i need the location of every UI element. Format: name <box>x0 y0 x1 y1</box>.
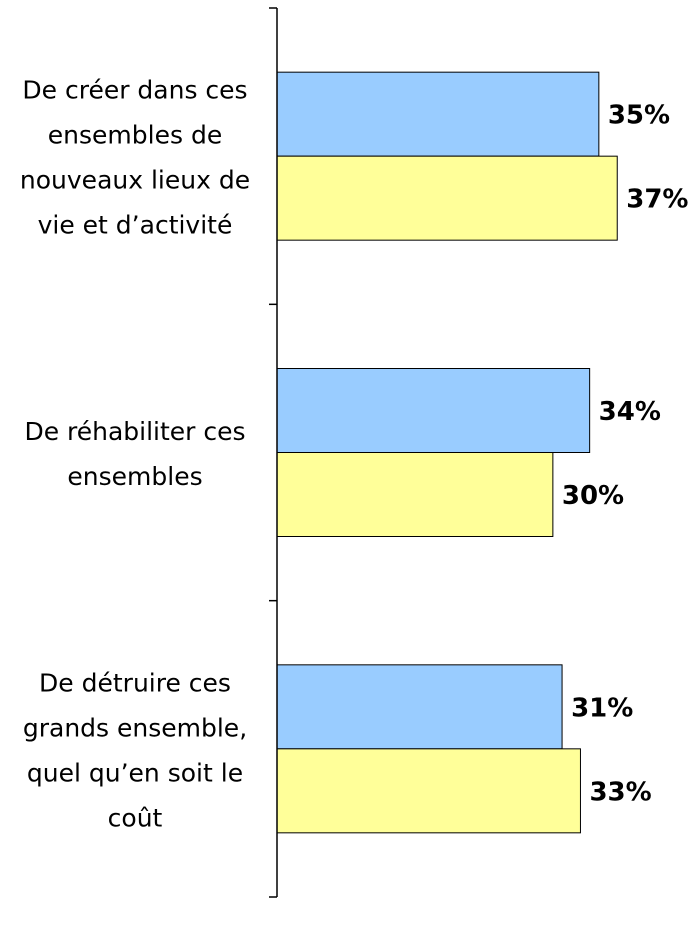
bar <box>276 155 618 241</box>
bar <box>276 748 581 834</box>
value-label: 37% <box>626 185 688 215</box>
category-label: De réhabiliter ces ensembles <box>24 417 245 491</box>
bar <box>276 452 554 537</box>
value-label: 35% <box>608 101 670 131</box>
category-label: De détruire ces grands ensemble, quel qu’e… <box>23 668 247 832</box>
value-label: 31% <box>571 693 633 723</box>
value-label: 34% <box>599 397 661 427</box>
bar <box>276 368 591 453</box>
value-label: 30% <box>562 481 624 511</box>
bar <box>276 664 563 750</box>
category-label: De créer dans ces ensembles de nouveaux li… <box>20 76 250 240</box>
bar <box>276 71 600 157</box>
value-label: 33% <box>589 777 651 807</box>
